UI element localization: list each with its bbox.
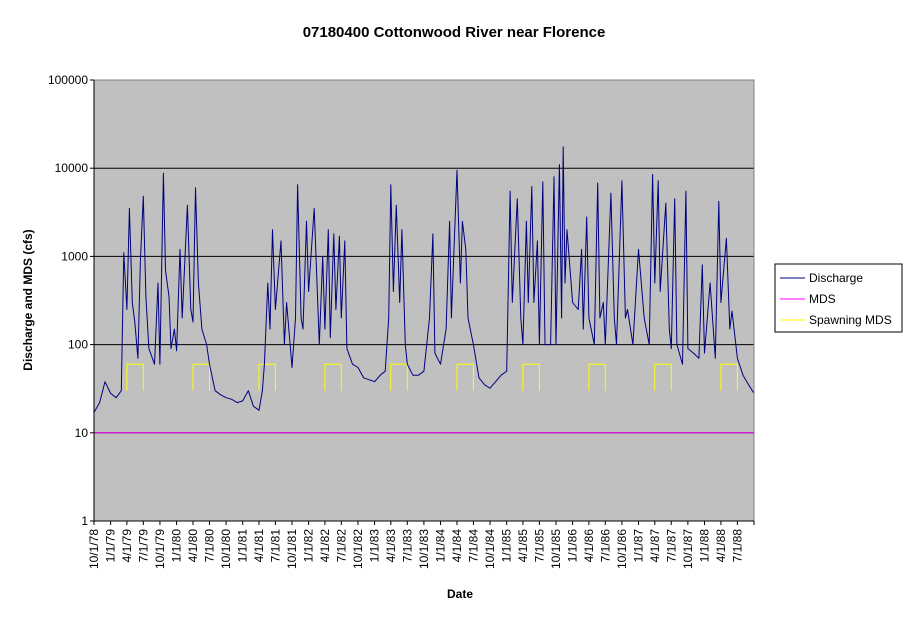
- x-tick-label: 4/1/85: [516, 529, 530, 563]
- chart-title: 07180400 Cottonwood River near Florence: [303, 24, 606, 41]
- x-tick-label: 7/1/84: [466, 529, 480, 563]
- x-tick-label: 4/1/83: [384, 529, 398, 563]
- x-tick-label: 10/1/81: [285, 529, 299, 569]
- x-tick-label: 1/1/86: [566, 529, 580, 563]
- x-tick-label: 10/1/79: [153, 529, 167, 569]
- spawning-mds-segment: [522, 363, 540, 391]
- y-axis-ticks: 1 10 100 1000 10000 100000: [48, 73, 94, 528]
- x-tick-label: 7/1/85: [532, 529, 546, 563]
- y-tick-label: 10: [75, 426, 89, 440]
- x-tick-label: 4/1/88: [714, 529, 728, 563]
- y-tick-label: 10000: [55, 161, 89, 175]
- spawning-mds-segment: [390, 363, 408, 391]
- x-tick-label: 4/1/87: [648, 529, 662, 563]
- spawning-mds-segment: [654, 363, 672, 391]
- legend: Discharge MDS Spawning MDS: [774, 263, 903, 333]
- spawning-mds-segment: [258, 363, 276, 391]
- plot-area: [94, 80, 754, 521]
- y-tick-label: 100: [68, 338, 88, 352]
- x-tick-label: 4/1/79: [120, 529, 134, 563]
- x-tick-label: 10/1/82: [351, 529, 365, 569]
- x-tick-label: 1/1/87: [632, 529, 646, 563]
- x-tick-label: 1/1/82: [302, 529, 316, 563]
- x-tick-label: 4/1/81: [252, 529, 266, 563]
- legend-label-spawning-mds: Spawning MDS: [809, 313, 892, 327]
- series-discharge-line: [93, 146, 755, 413]
- x-tick-label: 7/1/80: [202, 529, 216, 563]
- x-tick-label: 10/1/87: [681, 529, 695, 569]
- y-tick-label: 1: [81, 514, 88, 528]
- x-tick-label: 1/1/79: [104, 529, 118, 563]
- x-tick-label: 7/1/86: [598, 529, 612, 563]
- x-tick-label: 1/1/84: [434, 529, 448, 563]
- legend-label-mds: MDS: [809, 292, 836, 306]
- y-tick-label: 100000: [48, 73, 88, 87]
- legend-label-discharge: Discharge: [809, 271, 863, 285]
- x-tick-label: 1/1/85: [500, 529, 514, 563]
- x-tick-label: 1/1/80: [170, 529, 184, 563]
- x-tick-label: 7/1/88: [730, 529, 744, 563]
- x-tick-label: 1/1/81: [236, 529, 250, 563]
- spawning-mds-segment: [126, 363, 144, 391]
- x-tick-label: 10/1/80: [219, 529, 233, 569]
- spawning-mds-segment: [588, 363, 606, 391]
- x-tick-label: 10/1/86: [615, 529, 629, 569]
- y-axis-title: Discharge and MDS (cfs): [21, 229, 35, 370]
- legend-box: [774, 263, 903, 333]
- x-tick-label: 7/1/79: [136, 529, 150, 563]
- x-tick-label: 4/1/80: [186, 529, 200, 563]
- spawning-mds-segment: [720, 363, 738, 391]
- x-tick-label: 10/1/84: [483, 529, 497, 569]
- x-tick-label: 7/1/81: [268, 529, 282, 563]
- x-tick-label: 7/1/87: [664, 529, 678, 563]
- x-tick-label: 1/1/83: [368, 529, 382, 563]
- x-tick-label: 4/1/84: [450, 529, 464, 563]
- spawning-mds-segment: [456, 363, 474, 391]
- spawning-mds-segment: [324, 363, 342, 391]
- x-axis-ticks: 10/1/78 1/1/79 4/1/79 7/1/79 10/1/79 1/1/80 4/…: [87, 521, 755, 569]
- x-axis-title: Date: [447, 587, 473, 601]
- x-tick-label: 10/1/78: [87, 529, 101, 569]
- x-tick-label: 1/1/88: [697, 529, 711, 563]
- x-tick-label: 4/1/86: [582, 529, 596, 563]
- series-layer: [93, 146, 755, 434]
- spawning-mds-segment: [192, 363, 210, 391]
- y-tick-label: 1000: [61, 249, 88, 263]
- x-tick-label: 10/1/83: [417, 529, 431, 569]
- x-tick-label: 7/1/82: [334, 529, 348, 563]
- x-tick-label: 10/1/85: [549, 529, 563, 569]
- x-tick-label: 7/1/83: [400, 529, 414, 563]
- x-tick-label: 4/1/82: [318, 529, 332, 563]
